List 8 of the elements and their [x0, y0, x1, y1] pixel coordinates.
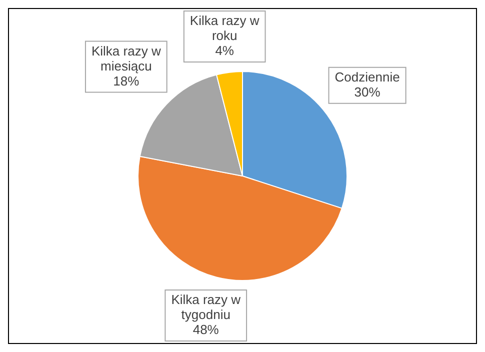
slice-label: Kilka razy w miesiącu	[91, 43, 162, 74]
data-label: 48%	[192, 322, 220, 338]
slice-label: Codziennie	[334, 69, 400, 84]
slice-label: Kilka razy w tygodniu	[171, 292, 242, 322]
data-label: 4%	[215, 43, 234, 58]
slice-label: Kilka razy w roku	[190, 13, 260, 44]
data-label: 30%	[354, 84, 381, 100]
data-label: 18%	[113, 73, 140, 88]
